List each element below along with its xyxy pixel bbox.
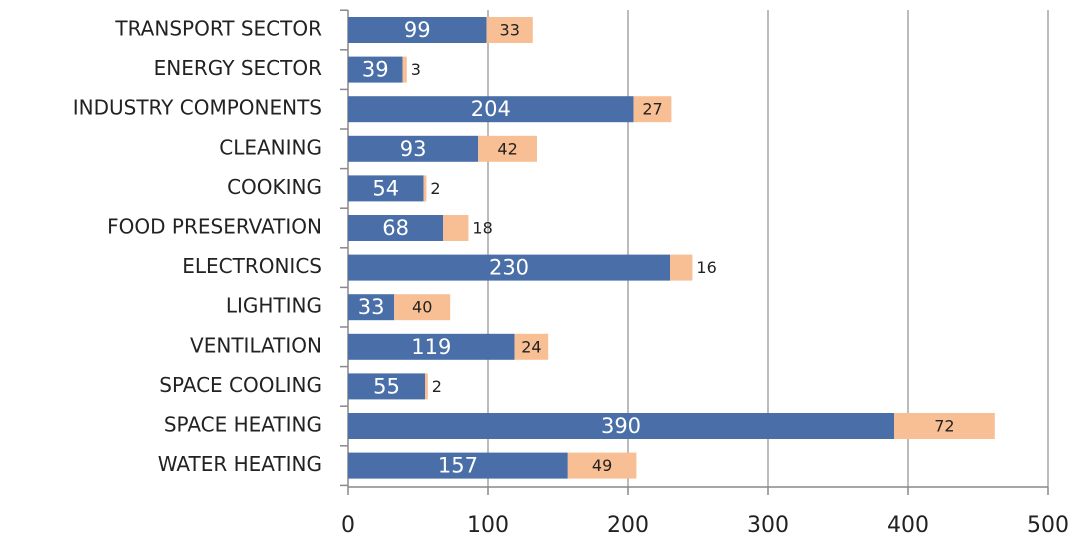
- value-label: 119: [411, 335, 451, 359]
- value-label: 99: [404, 18, 431, 42]
- x-tick-label: 300: [747, 513, 789, 538]
- value-label: 72: [934, 417, 954, 436]
- y-tick-label: VENTILATION: [190, 333, 322, 357]
- value-label: 40: [412, 298, 432, 317]
- bar-segment: [348, 17, 487, 43]
- bar-segment: [348, 294, 395, 321]
- value-label: 390: [601, 414, 641, 438]
- bar-segment: [348, 135, 479, 162]
- bar-segment: [348, 373, 425, 400]
- bar-segment: [894, 413, 995, 439]
- y-tick-label: TRANSPORT SECTOR: [114, 17, 322, 41]
- bar-segment: [348, 175, 424, 202]
- bar-segment: [348, 215, 444, 241]
- bar-segment: [670, 254, 693, 281]
- x-tick-label: 0: [341, 513, 355, 538]
- y-tick-label: SPACE HEATING: [164, 413, 322, 437]
- x-tick-label: 400: [887, 513, 929, 538]
- value-label: 204: [471, 97, 511, 121]
- value-label: 2: [430, 179, 440, 198]
- bar-segment: [348, 96, 634, 123]
- bar-segment: [394, 294, 451, 321]
- value-label: 68: [382, 216, 409, 240]
- bar-segment: [402, 56, 407, 83]
- y-tick-label: ENERGY SECTOR: [154, 56, 322, 80]
- bar-segment: [348, 56, 403, 83]
- value-label: 3: [411, 60, 421, 79]
- bar-segment: [443, 215, 469, 241]
- value-label: 24: [521, 337, 541, 356]
- y-tick-label: LIGHTING: [226, 294, 322, 318]
- value-label: 18: [472, 219, 492, 238]
- value-label: 33: [358, 295, 385, 319]
- bar-segment: [425, 373, 428, 400]
- bar-segment: [567, 452, 637, 479]
- bar-segment: [348, 413, 894, 439]
- bar-segment: [478, 135, 537, 162]
- x-tick-label: 200: [607, 513, 649, 538]
- x-tick-label: 500: [1027, 513, 1069, 538]
- value-label: 39: [362, 58, 389, 82]
- value-label: 55: [373, 374, 400, 398]
- bar-segment: [348, 452, 568, 479]
- bar-segment: [348, 254, 670, 281]
- bar-segment: [486, 17, 533, 43]
- y-tick-label: ELECTRONICS: [182, 254, 322, 278]
- bar-segment: [633, 96, 672, 123]
- y-tick-label: SPACE COOLING: [159, 373, 322, 397]
- value-label: 157: [438, 454, 478, 478]
- y-tick-label: CLEANING: [219, 135, 322, 159]
- y-tick-label: INDUSTRY COMPONENTS: [73, 96, 322, 120]
- value-label: 93: [400, 137, 427, 161]
- y-tick-label: WATER HEATING: [158, 452, 322, 476]
- value-label: 16: [696, 258, 716, 277]
- value-label: 33: [500, 21, 520, 40]
- y-tick-label: FOOD PRESERVATION: [107, 215, 322, 239]
- value-label: 27: [642, 100, 662, 119]
- bar-segment: [514, 333, 549, 360]
- x-tick-label: 100: [467, 513, 509, 538]
- value-label: 42: [497, 139, 517, 158]
- value-label: 54: [372, 176, 399, 200]
- y-tick-label: COOKING: [227, 175, 322, 199]
- bar-segment: [348, 333, 515, 360]
- value-label: 49: [592, 456, 612, 475]
- bar-segment: [423, 175, 427, 202]
- value-label: 2: [432, 377, 442, 396]
- value-label: 230: [489, 256, 529, 280]
